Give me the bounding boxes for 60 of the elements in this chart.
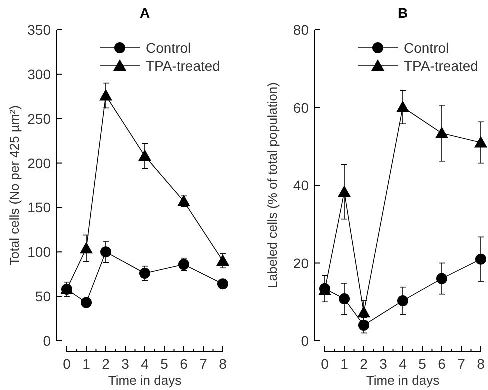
point [100,246,112,258]
point [100,89,112,101]
point [436,273,448,284]
x-tick-label: 8 [219,356,228,372]
point [396,100,410,112]
point [178,259,190,270]
x-tick-label: 2 [360,356,368,372]
point [358,320,370,331]
x-tick-label: 7 [458,356,466,372]
x-tick-label: 8 [477,356,486,372]
y-tick-label: 150 [28,200,52,216]
point [140,268,150,279]
y-tick-label: 300 [28,66,52,82]
x-tick-label: 2 [102,356,110,372]
point [338,186,351,198]
y-axis-title: Total cells (No per 425 µm²) [7,106,22,266]
x-tick-label: 5 [418,356,427,372]
x-tick-label: 1 [82,356,91,372]
point [436,126,448,138]
legend-label: Control [404,40,450,56]
y-tick-label: 200 [28,155,52,172]
legend-label: TPA-treated [404,58,478,74]
point [339,294,350,305]
point [476,254,486,265]
x-tick-label: 4 [399,356,408,372]
legend-label: TPA-treated [146,58,220,74]
y-tick-label: 250 [28,110,52,127]
point [138,150,152,162]
y-tick-label: 100 [28,244,52,260]
chart-title: B [398,5,408,21]
x-tick-label: 7 [200,356,208,372]
y-tick-label: 20 [293,255,310,272]
point [80,242,93,254]
y-tick-label: 60 [293,100,310,116]
point [398,295,408,306]
point [474,136,488,148]
chart-title: A [140,5,150,21]
point [358,306,370,318]
x-axis-title: Time in days [366,373,440,388]
y-tick-label: 0 [43,333,52,349]
x-tick-label: 3 [380,356,388,372]
x-tick-label: 6 [180,356,188,372]
y-tick-label: 50 [35,288,52,305]
x-tick-label: 5 [160,356,169,372]
legend-label: Control [146,40,192,56]
x-axis-title: Time in days [108,373,182,388]
point [216,254,230,266]
x-tick-label: 0 [63,356,72,372]
point [218,278,228,290]
y-axis-title: Labeled cells (% of total population) [265,82,280,288]
y-tick-label: 350 [28,22,52,38]
x-tick-label: 1 [340,356,349,372]
y-tick-label: 80 [293,22,310,38]
x-tick-label: 4 [141,356,150,372]
y-tick-label: 0 [301,333,310,349]
point [178,194,190,206]
x-tick-label: 3 [122,356,130,372]
x-tick-label: 6 [438,356,446,372]
x-tick-label: 0 [321,356,330,372]
y-tick-label: 40 [293,178,310,194]
